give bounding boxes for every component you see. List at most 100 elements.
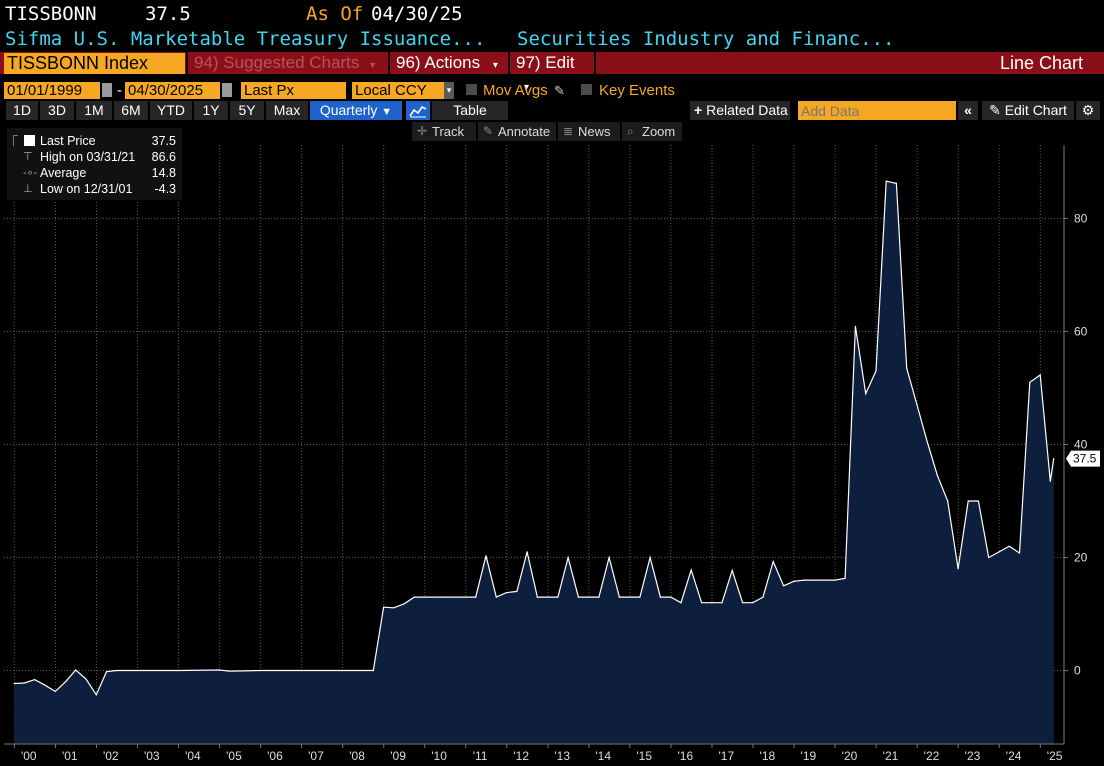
related-data-button[interactable]: + Related Data: [690, 101, 790, 120]
calendar-icon[interactable]: [222, 83, 232, 97]
data-point: [105, 671, 108, 673]
data-point: [300, 669, 303, 672]
data-point: [516, 590, 518, 593]
data-point: [485, 555, 487, 557]
dropdown-icon[interactable]: ▾: [444, 82, 454, 99]
field-select[interactable]: Last Px: [241, 82, 346, 99]
zoom-tool[interactable]: ⌕ Zoom: [622, 122, 682, 141]
data-point: [64, 681, 67, 683]
data-point: [659, 596, 662, 598]
start-date-input[interactable]: 01/01/1999: [4, 82, 100, 99]
gridlines: [4, 145, 1064, 744]
legend-high-label: High on 03/31/21: [40, 150, 136, 164]
data-point: [875, 370, 877, 372]
x-tick-label: '04: [185, 749, 201, 763]
currency-select[interactable]: Local CCY: [352, 82, 444, 99]
line-chart-icon[interactable]: [406, 101, 430, 120]
data-point: [218, 669, 221, 671]
menu-divider: [594, 52, 596, 74]
security-field[interactable]: TISSBONN Index: [4, 53, 185, 74]
data-point: [588, 596, 590, 598]
data-point: [44, 684, 46, 686]
data-point: [136, 669, 138, 672]
x-tick-label: '19: [801, 749, 817, 763]
period-3d[interactable]: 3D: [40, 101, 74, 120]
y-tick-label: 40: [1074, 438, 1088, 452]
caret-down-icon: ▾: [370, 60, 376, 71]
data-point: [177, 669, 179, 672]
related-data-label: Related Data: [706, 102, 788, 118]
zoom-label: Zoom: [642, 124, 676, 139]
period-1d[interactable]: 1D: [6, 101, 38, 120]
edit-menu[interactable]: 97) Edit ▾: [516, 52, 592, 93]
data-point: [916, 404, 918, 406]
as-of-label: As Of: [306, 3, 364, 25]
period-1m[interactable]: 1M: [76, 101, 112, 120]
chart-legend[interactable]: Last Price 37.5 ⊤ High on 03/31/21 86.6 …: [7, 128, 182, 200]
menu-divider: [388, 52, 390, 74]
news-tool[interactable]: ≣ News: [558, 122, 620, 141]
menu-divider: [508, 52, 510, 74]
chart-type-label[interactable]: Line Chart: [1000, 53, 1084, 73]
annotate-tool[interactable]: ✎ Annotate: [478, 122, 556, 141]
period-5y[interactable]: 5Y: [230, 101, 264, 120]
data-point: [54, 690, 56, 693]
data-point: [424, 596, 426, 598]
frequency-label: Quarterly: [319, 102, 378, 118]
collapse-icon[interactable]: [13, 135, 18, 146]
edit-chart-label: Edit Chart: [1004, 102, 1067, 118]
x-tick-label: '09: [390, 749, 406, 763]
gear-icon[interactable]: ⚙: [1076, 101, 1100, 120]
track-tool[interactable]: ✛ Track: [412, 122, 476, 141]
data-point: [95, 694, 97, 696]
suggested-charts-menu[interactable]: 94) Suggested Charts ▾: [194, 52, 384, 74]
x-tick-label: '15: [636, 749, 652, 763]
news-icon: ≣: [563, 124, 574, 138]
data-point: [618, 596, 621, 598]
data-point: [608, 556, 610, 559]
x-tick-label: '06: [267, 749, 283, 763]
period-1y[interactable]: 1Y: [194, 101, 228, 120]
mov-avgs-checkbox[interactable]: [466, 84, 477, 95]
data-point: [854, 325, 857, 327]
x-tick-label: '14: [595, 749, 611, 763]
period-6m[interactable]: 6M: [114, 101, 148, 120]
collapse-icon[interactable]: «: [958, 101, 978, 120]
description-bar: Sifma U.S. Marketable Treasury Issuance.…: [0, 26, 1104, 50]
legend-average-label: Average: [40, 166, 87, 180]
data-point: [75, 669, 77, 671]
x-tick-label: '05: [226, 749, 242, 763]
frequency-select[interactable]: Quarterly ▼: [310, 101, 402, 120]
y-tick-label: 0: [1074, 664, 1081, 678]
data-point: [383, 606, 385, 608]
legend-low: ⊥ Low on 12/31/01 -4.3: [7, 181, 182, 197]
calendar-icon[interactable]: [102, 83, 112, 97]
x-tick-label: '02: [103, 749, 119, 763]
average-marker-icon: -∘-: [23, 167, 38, 179]
x-tick-label: '00: [21, 749, 37, 763]
data-point: [988, 556, 990, 559]
add-data-input[interactable]: [798, 101, 956, 120]
y-tick-label: 80: [1074, 211, 1088, 225]
table-button[interactable]: Table: [432, 101, 508, 120]
key-events-checkbox[interactable]: [581, 84, 592, 95]
data-point: [731, 569, 733, 572]
actions-menu[interactable]: 96) Actions ▾: [396, 52, 506, 74]
x-tick-label: '20: [842, 749, 858, 763]
x-axis: '00 '01 '02 '03 '04 '05 '06 '07 '08 '09 '10 '11 '12 '…: [4, 743, 1064, 763]
data-point: [649, 556, 651, 559]
data-point: [998, 551, 1000, 553]
pencil-icon[interactable]: ✎: [554, 83, 565, 98]
period-ytd[interactable]: YTD: [150, 101, 192, 120]
data-point: [1029, 381, 1031, 383]
period-max[interactable]: Max: [266, 101, 308, 120]
data-point: [783, 585, 785, 587]
data-point: [475, 596, 477, 598]
data-point: [957, 568, 959, 570]
data-point: [967, 500, 969, 502]
edit-chart-button[interactable]: ✎ Edit Chart: [982, 101, 1074, 120]
last-value-tag: [1066, 450, 1100, 467]
end-date-input[interactable]: 04/30/2025: [125, 82, 220, 99]
x-tick-label: '16: [678, 749, 694, 763]
caret-down-icon: ▾: [524, 82, 530, 93]
